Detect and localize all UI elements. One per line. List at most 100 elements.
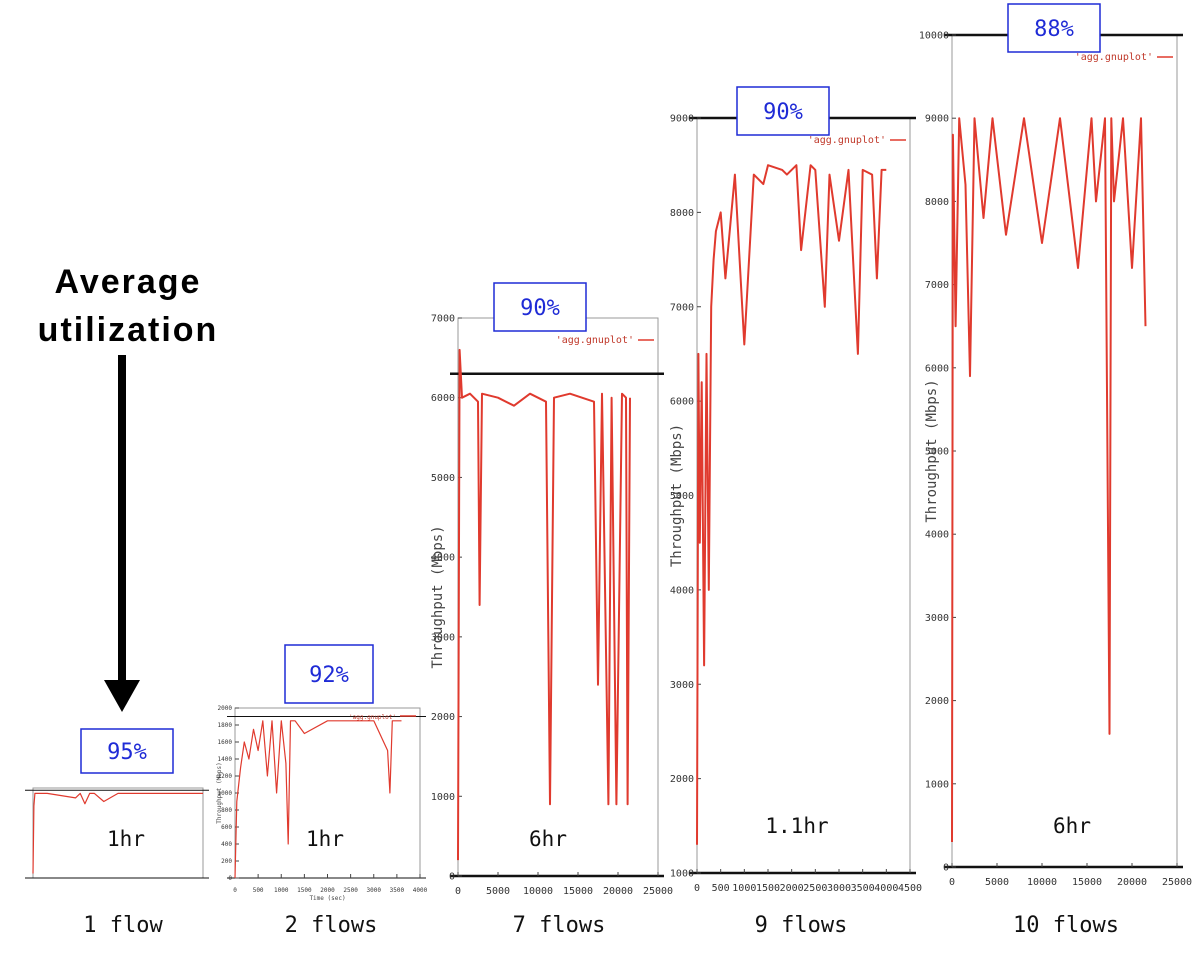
y-tick-label: 4000 <box>431 553 455 564</box>
utilization-label: 95% <box>107 740 147 765</box>
y-tick-label: 6000 <box>670 397 694 408</box>
x-tick-label: 5000 <box>985 877 1009 888</box>
y-tick-label: 10000 <box>919 31 949 42</box>
chart-panel-4: 1000 2000 3000 4000 5000 6000 7000 8000 9000 0 500… <box>669 86 922 938</box>
y-tick-label: 1000 <box>925 779 949 790</box>
x-tick-label: 2000 <box>780 883 804 894</box>
y-axis-label: Throughput (Mbps) <box>430 525 446 668</box>
x-tick-label: 2500 <box>803 883 827 894</box>
y-tick-label: 1800 <box>218 722 233 729</box>
y-tick-label: 7000 <box>431 314 455 325</box>
series-line-1 <box>234 720 402 879</box>
y-tick-label: 6000 <box>925 363 949 374</box>
chart-panel-3: 0 1000 2000 3000 4000 5000 6000 7000 0 5000 10000 1… <box>430 282 673 938</box>
down-arrow-shaft <box>118 355 126 685</box>
y-axis-label: Throughput (Mbps) <box>924 379 940 522</box>
y-tick-label: 8000 <box>925 197 949 208</box>
x-tick-label: 3000 <box>827 883 851 894</box>
utilization-box <box>284 644 374 704</box>
x-tick-label: 1000 <box>732 883 756 894</box>
flows-caption: 9 flows <box>755 913 848 938</box>
duration-label: 1hr <box>107 827 145 851</box>
x-tick-label: 1500 <box>297 887 312 894</box>
legend-label: 'agg.gnuplot' <box>1075 52 1153 63</box>
utilization-box <box>493 282 587 332</box>
x-tick-label: 0 <box>233 887 237 894</box>
flows-caption: 2 flows <box>285 913 378 938</box>
y-tick-label: 2000 <box>431 712 455 723</box>
x-tick-label: 500 <box>253 887 264 894</box>
y-tick-label: 5000 <box>431 473 455 484</box>
utilization-box <box>736 86 830 136</box>
y-tick-label: 1000 <box>670 869 694 880</box>
x-tick-label: 3500 <box>851 883 875 894</box>
x-axis-label: Time (sec) <box>309 895 345 902</box>
y-tick-label: 6000 <box>431 393 455 404</box>
utilization-label: 90% <box>763 100 803 125</box>
y-axis-label: Throughput (Mbps) <box>216 762 223 823</box>
flows-caption: 7 flows <box>513 913 606 938</box>
x-tick-label: 25000 <box>1162 877 1192 888</box>
flows-caption: 10 flows <box>1013 913 1119 938</box>
x-tick-label: 0 <box>949 877 955 888</box>
series-line-1 <box>457 348 631 861</box>
x-tick-label: 4500 <box>898 883 922 894</box>
heading-line-1: Average <box>54 263 202 301</box>
utilization-box <box>80 728 174 774</box>
y-tick-label: 7000 <box>670 302 694 313</box>
x-tick-label: 3500 <box>390 887 405 894</box>
x-tick-label: 5000 <box>486 886 510 897</box>
series-line-1 <box>696 164 887 845</box>
x-tick-label: 1000 <box>274 887 289 894</box>
legend-label: 'agg.gnuplot' <box>808 135 886 146</box>
x-tick-label: 1500 <box>756 883 780 894</box>
y-tick-label: 0 <box>943 863 949 874</box>
y-tick-label: 3000 <box>670 680 694 691</box>
duration-label: 1.1hr <box>765 814 828 838</box>
x-tick-label: 3000 <box>367 887 382 894</box>
y-tick-label: 7000 <box>925 280 949 291</box>
duration-label: 1hr <box>306 827 344 851</box>
x-tick-label: 10000 <box>1027 877 1057 888</box>
y-tick-label: 3000 <box>431 632 455 643</box>
y-tick-label: 5000 <box>670 491 694 502</box>
chart-panel-1: 95% 1hr 1 flow <box>25 728 209 938</box>
x-tick-label: 0 <box>455 886 461 897</box>
utilization-box <box>1007 3 1101 53</box>
x-tick-label: 2500 <box>343 887 358 894</box>
legend-label: 'agg.gnuplot' <box>349 714 396 721</box>
y-tick-label: 1600 <box>218 739 233 746</box>
chart-panel-5: 0 1000 2000 3000 4000 5000 6000 7000 8000 9000 100… <box>919 3 1192 938</box>
x-tick-label: 15000 <box>563 886 593 897</box>
chart-panel-2: 0 200 400 600 800 1000 1200 1400 1600 1800 2000 0 50… <box>216 644 428 938</box>
x-tick-label: 2000 <box>320 887 335 894</box>
series-line-1 <box>32 792 203 874</box>
utilization-label: 90% <box>520 296 560 321</box>
y-tick-label: 1200 <box>218 773 233 780</box>
utilization-label: 92% <box>309 663 349 688</box>
y-tick-label: 1000 <box>218 790 233 797</box>
x-tick-label: 4000 <box>874 883 898 894</box>
y-tick-label: 0 <box>449 872 455 883</box>
y-tick-label: 4000 <box>925 530 949 541</box>
heading-line-2: utilization <box>37 311 219 349</box>
y-tick-label: 200 <box>221 858 232 865</box>
legend-label: 'agg.gnuplot' <box>556 335 634 346</box>
x-tick-label: 10000 <box>523 886 553 897</box>
y-tick-label: 3000 <box>925 613 949 624</box>
y-tick-label: 2000 <box>925 696 949 707</box>
x-tick-label: 20000 <box>1117 877 1147 888</box>
y-tick-label: 2000 <box>670 774 694 785</box>
y-tick-label: 400 <box>221 841 232 848</box>
duration-label: 6hr <box>1053 814 1091 838</box>
y-tick-label: 1400 <box>218 756 233 763</box>
y-tick-label: 600 <box>221 824 232 831</box>
x-tick-label: 0 <box>694 883 700 894</box>
x-tick-label: 25000 <box>643 886 673 897</box>
average-utilization-heading: Average utilization <box>18 258 238 354</box>
y-tick-label: 5000 <box>925 447 949 458</box>
y-tick-label: 2000 <box>218 705 233 712</box>
y-tick-label: 800 <box>221 807 232 814</box>
y-tick-label: 1000 <box>431 792 455 803</box>
